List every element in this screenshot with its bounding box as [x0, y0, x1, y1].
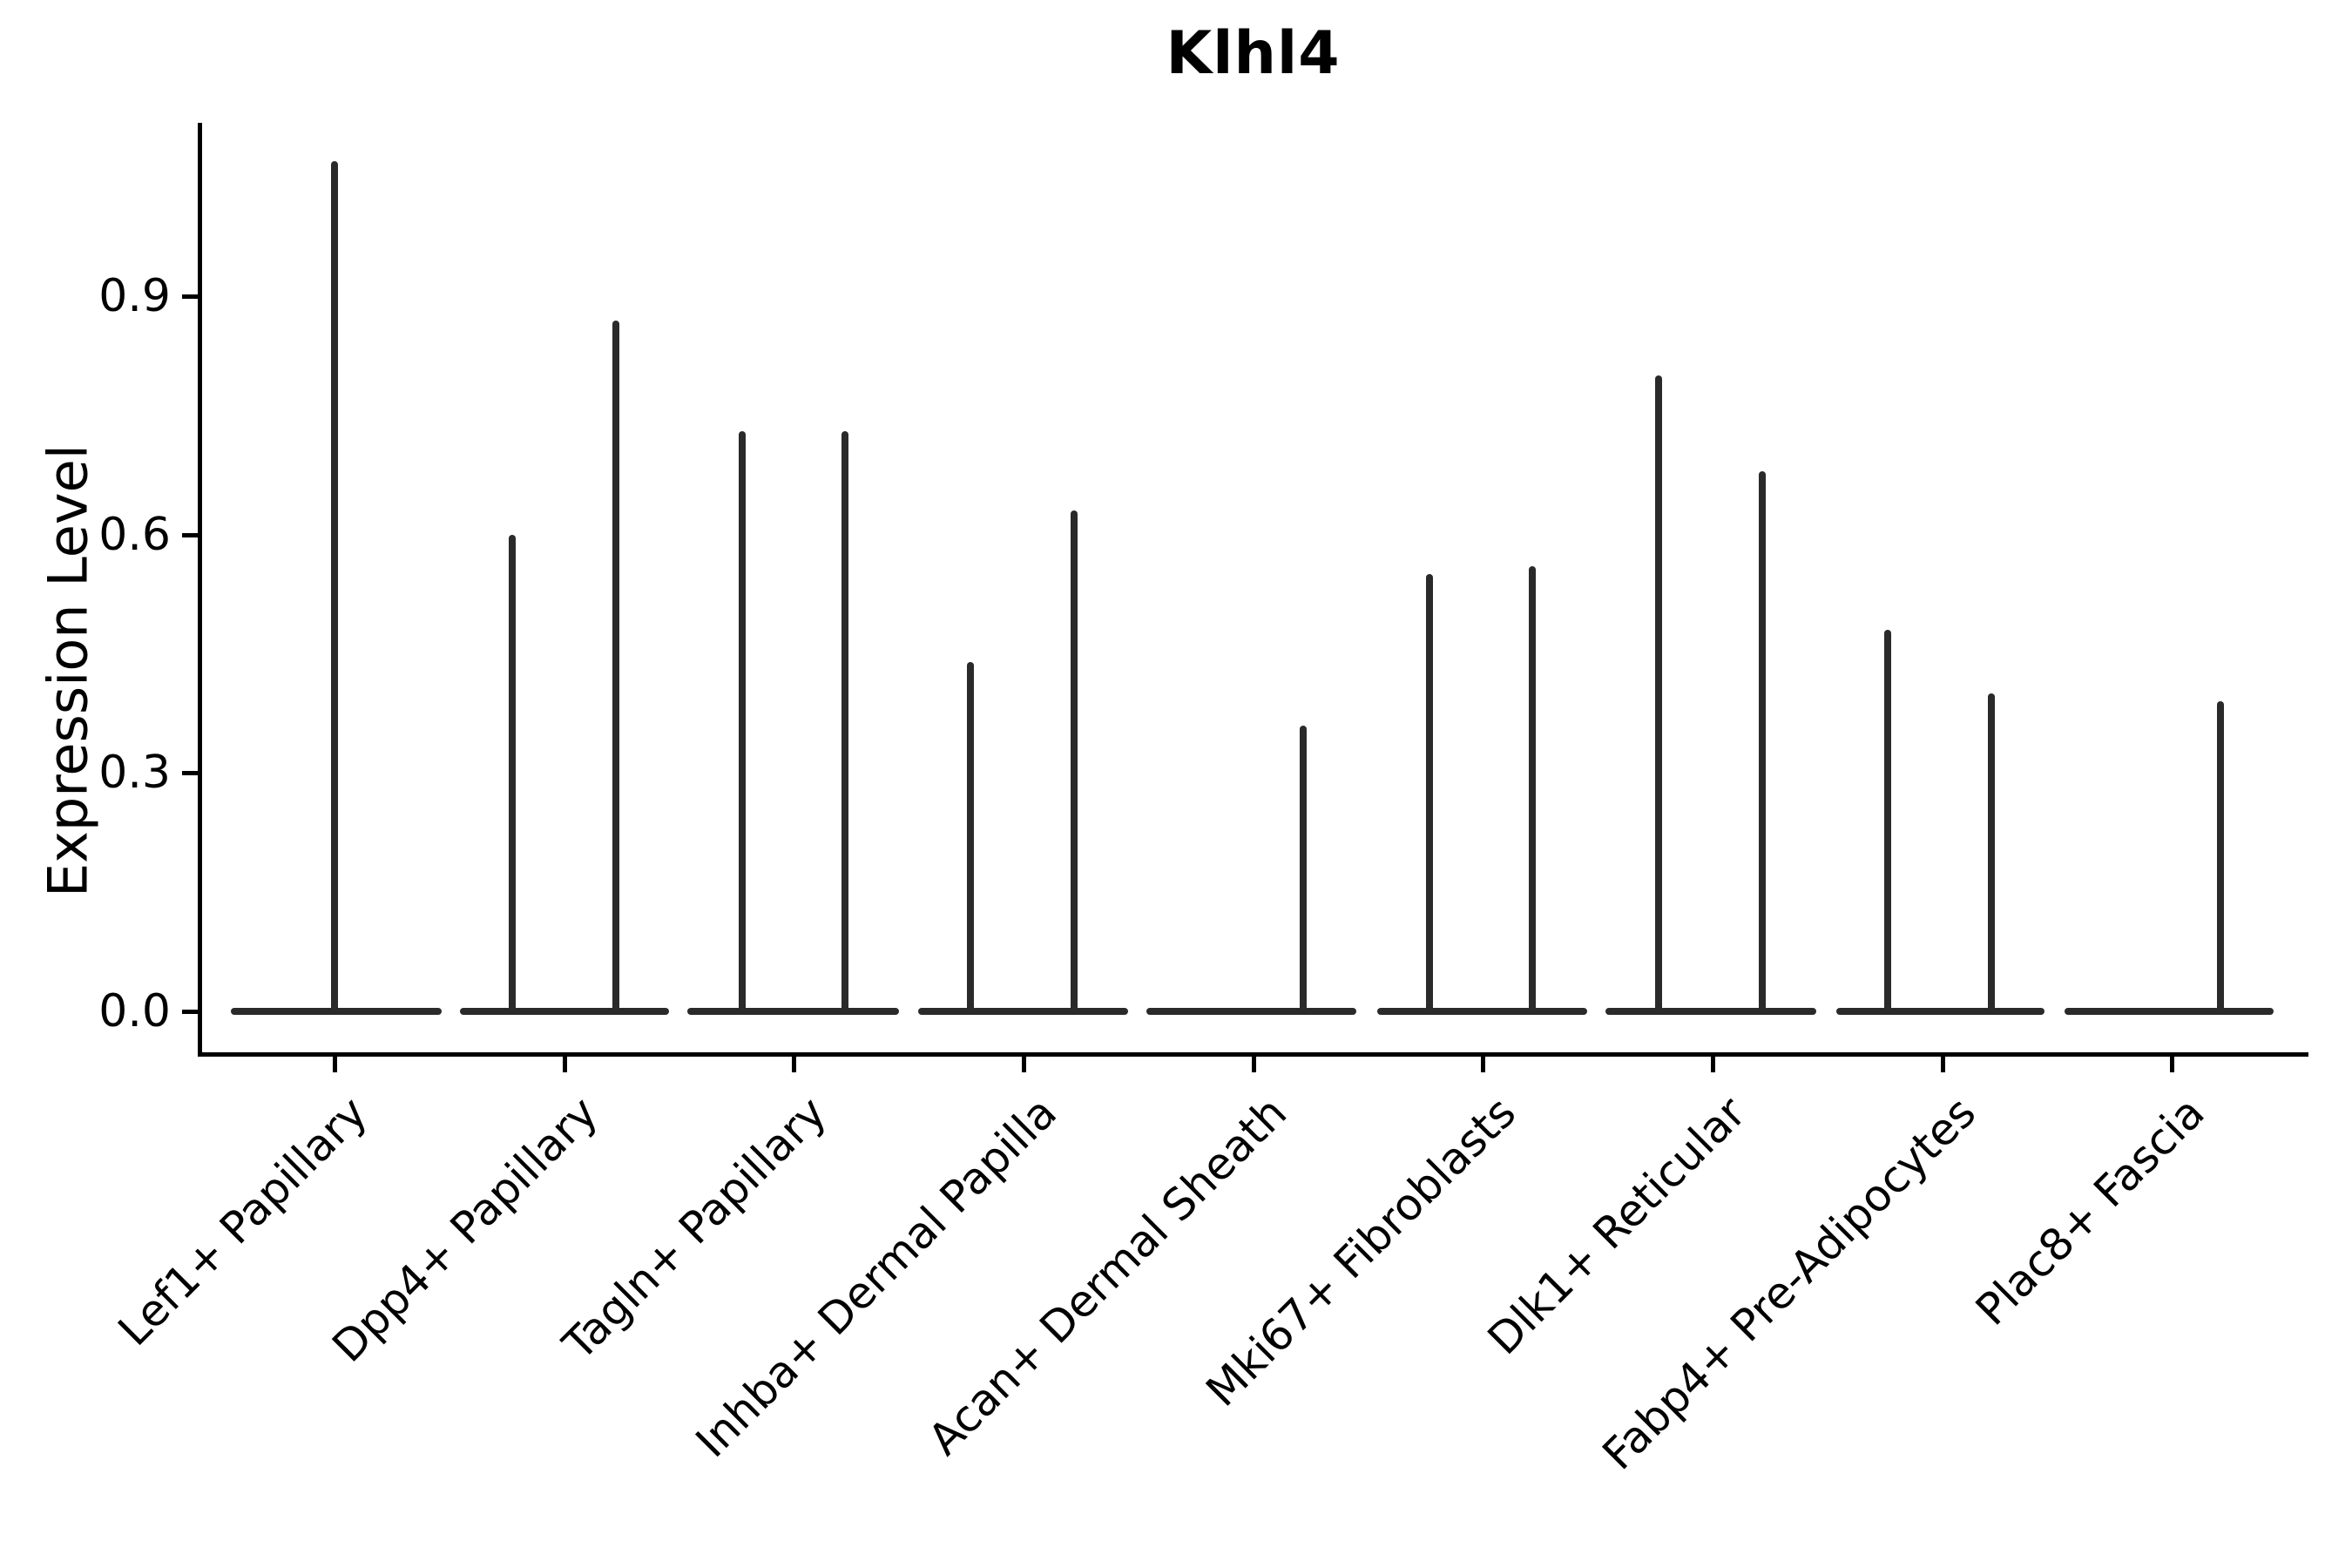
y-tick-mark: [182, 294, 198, 300]
x-tick-mark: [1022, 1057, 1026, 1072]
y-tick-label: 0.0: [98, 985, 171, 1037]
y-tick-label: 0.9: [98, 270, 171, 323]
x-tick-mark: [792, 1057, 796, 1072]
y-tick-label: 0.6: [98, 508, 171, 561]
y-tick-mark: [182, 771, 198, 776]
violin-spike: [1884, 630, 1891, 1015]
y-tick-mark: [182, 532, 198, 537]
x-axis-category-label: Fabp4+ Pre-Adipocytes: [1592, 1087, 1986, 1480]
violin-spike: [1988, 693, 1995, 1015]
y-axis-spine: [198, 123, 202, 1057]
violin-base: [1146, 1008, 1356, 1015]
x-tick-mark: [1711, 1057, 1715, 1072]
violin-spike: [1071, 510, 1078, 1015]
x-tick-mark: [2170, 1057, 2174, 1072]
violin-base: [687, 1008, 899, 1015]
violin-spike: [841, 431, 848, 1015]
violin-base: [1605, 1008, 1816, 1015]
violin-spike: [1426, 574, 1433, 1015]
violin-spike: [331, 161, 338, 1015]
violin-spike: [509, 534, 516, 1015]
violin-base: [1836, 1008, 2044, 1015]
x-tick-mark: [563, 1057, 567, 1072]
x-tick-mark: [1252, 1057, 1256, 1072]
x-axis-category-label: Lef1+ Papillary: [108, 1087, 378, 1356]
violin-spike: [1655, 375, 1662, 1015]
violin-base: [460, 1008, 669, 1015]
violin-spike: [739, 431, 746, 1015]
x-tick-mark: [1941, 1057, 1945, 1072]
violin-base: [918, 1008, 1128, 1015]
y-tick-label: 0.3: [98, 747, 171, 800]
y-tick-mark: [182, 1010, 198, 1014]
x-tick-mark: [333, 1057, 337, 1072]
violin-spike: [1759, 470, 1766, 1015]
x-tick-mark: [1481, 1057, 1485, 1072]
violin-base: [2065, 1008, 2274, 1015]
violin-base: [1377, 1008, 1587, 1015]
x-axis-category-label: Plac8+ Fascia: [1966, 1087, 2215, 1335]
chart-title: Klhl4: [1166, 19, 1341, 88]
violin-spike: [967, 661, 974, 1015]
violin-spike: [2217, 701, 2224, 1015]
x-axis-spine: [198, 1052, 2308, 1057]
violin-spike: [1529, 566, 1536, 1015]
violin-spike: [612, 320, 619, 1015]
violin-spike: [1300, 725, 1307, 1015]
